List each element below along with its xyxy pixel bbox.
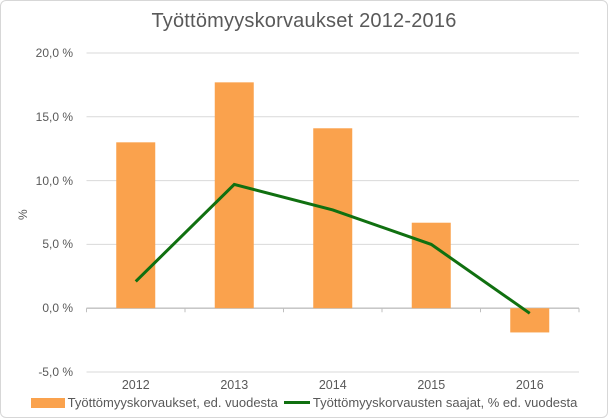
y-axis-tick-label: 20,0 % [35, 46, 73, 60]
y-axis-tick-label: 0,0 % [42, 301, 73, 316]
bar-2013 [214, 82, 254, 309]
y-axis-tick-label: 10,0 % [35, 173, 73, 188]
legend-item-line-series: Työttömyyskorvausten saajat, % ed. vuode… [283, 395, 578, 410]
x-axis-tick-label: 2012 [121, 378, 150, 392]
x-axis-tick-label: 2013 [220, 378, 249, 392]
line-series [134, 182, 531, 315]
legend: Työttömyyskorvaukset, ed. vuodesta Tyött… [1, 395, 607, 410]
line-series-swatch-icon [283, 401, 310, 404]
x-axis-tick-label: 2016 [515, 378, 544, 392]
y-axis-tick-label: 5,0 % [42, 237, 73, 252]
y-axis-tick-label: -5,0 % [38, 365, 73, 379]
x-axis-tick-label: 2014 [318, 378, 347, 392]
legend-label-bar-series: Työttömyyskorvaukset, ed. vuodesta [67, 395, 278, 410]
bar-2015 [411, 222, 451, 309]
x-axis-tick-label: 2015 [417, 378, 446, 392]
chart-title: Työttömyyskorvaukset 2012-2016 [151, 10, 457, 32]
y-axis-title: % [16, 209, 30, 220]
legend-item-bar-series: Työttömyyskorvaukset, ed. vuodesta [30, 395, 278, 410]
y-axis-tick-label: 15,0 % [35, 109, 73, 124]
legend-label-line-series: Työttömyyskorvausten saajat, % ed. vuode… [312, 395, 578, 410]
bar-2012 [116, 142, 156, 309]
bar-2014 [313, 128, 353, 309]
bar-series-swatch-icon [30, 397, 65, 408]
